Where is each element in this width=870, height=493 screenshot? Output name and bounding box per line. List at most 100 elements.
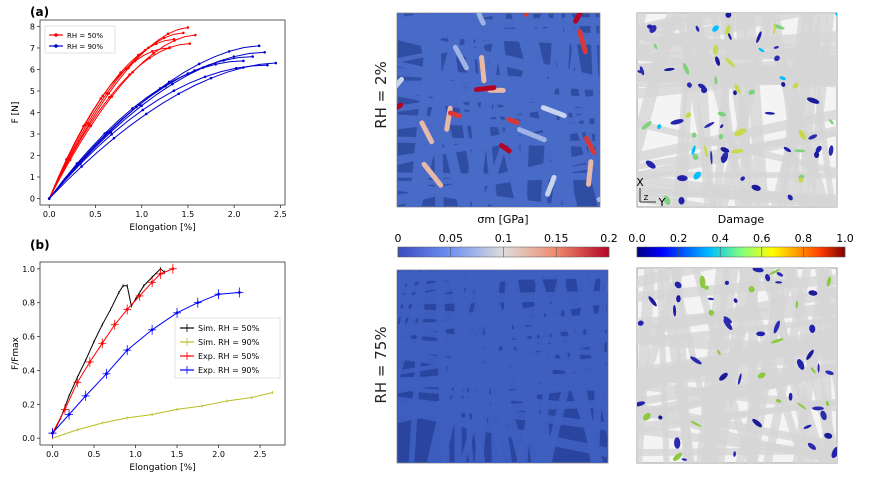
series-line-rh90	[49, 46, 259, 199]
data-point	[233, 55, 236, 58]
data-point	[274, 62, 277, 65]
stress-hotspot	[476, 88, 493, 90]
data-point	[176, 311, 179, 314]
data-point	[163, 37, 166, 40]
data-point	[217, 293, 220, 296]
damage-spot	[756, 331, 765, 336]
legend-entry: Exp. RH = 50%	[198, 352, 259, 361]
data-point	[126, 349, 129, 352]
y-tick-label: 8	[30, 22, 35, 31]
y-tick-label: 1.0	[22, 265, 35, 274]
stress-network-rh75	[363, 244, 624, 473]
data-point	[109, 131, 112, 134]
x-tick-label: 0.0	[46, 450, 59, 459]
data-point	[173, 89, 176, 92]
y-tick-label: 0.8	[22, 299, 35, 308]
fiber	[627, 451, 847, 453]
x-tick-label: 2.0	[228, 210, 241, 219]
x-tick-label: 2.0	[212, 450, 225, 459]
colorbar-tick-label: 0.8	[795, 232, 813, 245]
x-tick-label: 1.5	[182, 210, 195, 219]
x-tick-label: 1.0	[129, 450, 142, 459]
y-tick-label: 1	[30, 173, 35, 182]
data-point	[263, 51, 266, 54]
data-point	[188, 42, 191, 45]
data-point	[88, 124, 91, 127]
legend-entry: Exp. RH = 90%	[198, 366, 259, 375]
data-point	[251, 55, 254, 58]
data-point	[110, 133, 113, 136]
data-point	[134, 60, 137, 63]
data-point	[68, 413, 71, 416]
y-tick-label: 5	[30, 87, 35, 96]
data-point	[173, 38, 176, 41]
series-line-2	[52, 269, 172, 433]
data-point	[145, 113, 148, 116]
data-point	[76, 381, 79, 384]
colorbar-tick-label: 0.6	[753, 232, 771, 245]
y-tick-label: 0.6	[22, 333, 35, 342]
colorbar-tick-label: 0	[395, 232, 402, 245]
data-point	[171, 267, 174, 270]
colorbar-tick-label: 0.2	[600, 232, 618, 245]
legend-b: Sim. RH = 50%Sim. RH = 90%Exp. RH = 50%E…	[175, 318, 280, 378]
data-point	[137, 54, 140, 57]
y-tick-label: 0.4	[22, 366, 35, 375]
data-point	[103, 132, 106, 135]
series-line-rh90	[49, 65, 267, 198]
data-point	[76, 162, 79, 165]
legend-entry: RH = 90%	[67, 43, 103, 51]
y-axis-label: F/Fmax	[11, 336, 21, 370]
data-point	[182, 32, 185, 35]
colorbar-tick-label: 0.05	[439, 232, 464, 245]
y-tick-label: 4	[30, 109, 35, 118]
legend-entry: Sim. RH = 50%	[198, 324, 260, 333]
data-point	[228, 50, 231, 53]
damage-spot	[818, 363, 820, 372]
colorbar-tick-label: 0.4	[711, 232, 729, 245]
fiber	[387, 377, 618, 382]
row-label-rh2: RH = 2%	[372, 61, 390, 129]
data-point	[214, 63, 217, 66]
panel-label-a: (a)	[30, 5, 49, 19]
x-tick-label: 0.0	[43, 210, 56, 219]
data-point	[238, 291, 241, 294]
data-point	[138, 294, 141, 297]
data-point	[258, 45, 261, 48]
data-point	[167, 32, 170, 35]
data-point	[140, 104, 143, 107]
data-point	[64, 408, 67, 411]
legend-marker	[54, 33, 58, 37]
data-point	[84, 394, 87, 397]
data-point	[128, 73, 131, 76]
fiber	[387, 274, 618, 277]
colorbar-tick-label: 1.0	[836, 232, 854, 245]
stress-hotspot	[450, 113, 459, 116]
stress-colorbar-title: σm [GPa]	[477, 213, 528, 226]
colorbar-tick-label: 0.0	[628, 232, 646, 245]
damage-network-rh75	[615, 230, 866, 473]
row-label-rh75: RH = 75%	[372, 326, 390, 403]
data-point	[88, 361, 91, 364]
data-point	[80, 165, 83, 168]
y-tick-label: 0	[30, 195, 35, 204]
data-point	[194, 34, 197, 37]
x-tick-label: 0.5	[88, 450, 101, 459]
data-point	[82, 125, 85, 128]
x-tick-label: 1.5	[171, 450, 184, 459]
colorbar-tick-label: 0.15	[544, 232, 569, 245]
y-axis-label: F [N]	[11, 102, 21, 124]
axis-y-label: Y	[658, 196, 666, 209]
data-point	[51, 432, 54, 435]
colorbar-tick-label: 0.2	[670, 232, 688, 245]
x-tick-label: 0.5	[89, 210, 102, 219]
y-tick-label: 7	[30, 44, 35, 53]
stress-hotspot	[482, 57, 484, 80]
data-point	[108, 96, 111, 99]
data-point	[113, 323, 116, 326]
y-tick-label: 0.0	[22, 434, 35, 443]
